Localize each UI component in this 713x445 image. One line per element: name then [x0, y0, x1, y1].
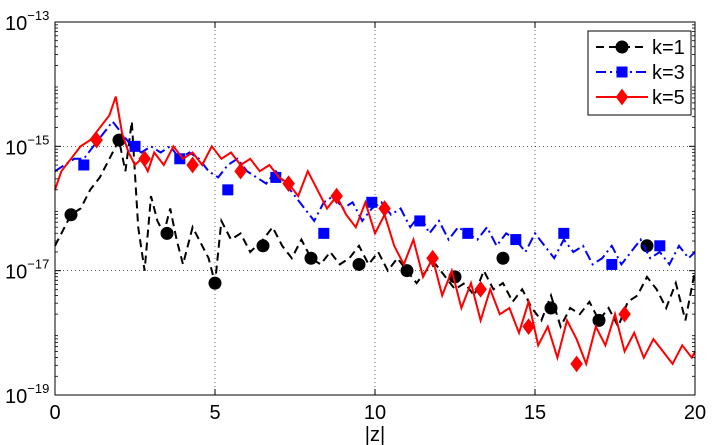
x-tick-label: 5: [209, 402, 220, 424]
series-point: [558, 227, 570, 239]
series-point: [282, 175, 295, 192]
series-point: [544, 301, 558, 315]
series-point: [522, 318, 535, 335]
series-point: [234, 162, 247, 180]
legend-label: k=3: [652, 62, 685, 84]
x-tick-label: 10: [364, 402, 386, 424]
y-tick-label: 10−13: [5, 8, 49, 35]
series-k5: [54, 96, 696, 373]
y-tick-label: 10−17: [5, 257, 49, 284]
series-k1: [54, 121, 696, 330]
series-point: [606, 258, 618, 270]
series-layer: [54, 96, 696, 373]
series-k3: [54, 119, 696, 270]
series-point: [160, 226, 174, 240]
x-tick-label: 15: [524, 402, 546, 424]
series-point: [474, 280, 487, 298]
series-point: [414, 215, 426, 227]
series-point: [318, 227, 330, 239]
y-tick-label: 10−19: [5, 381, 49, 408]
series-point: [90, 131, 103, 149]
y-tick-label: 10−15: [5, 132, 49, 159]
series-point: [78, 159, 90, 171]
series-point: [222, 184, 234, 196]
grid-lines: [55, 22, 695, 395]
series-point: [592, 313, 606, 327]
series-point: [378, 200, 391, 217]
tick-labels: 0 5 10 15 20 10−13 10−15 10−17 10−19: [5, 8, 706, 424]
x-tick-label: 0: [49, 402, 60, 424]
x-axis-label: |z|: [365, 424, 385, 445]
series-point: [129, 140, 141, 152]
series-point: [64, 208, 78, 222]
series-point: [462, 227, 474, 239]
series-point: [304, 251, 318, 265]
series-point: [330, 187, 343, 205]
series-point: [366, 196, 378, 208]
series-point: [426, 249, 439, 267]
series-point: [654, 240, 666, 252]
series-line: [54, 96, 696, 368]
series-line: [54, 121, 696, 330]
series-point: [570, 355, 583, 373]
series-point: [256, 239, 270, 253]
series-point: [352, 257, 366, 271]
axis-ticks: [54, 21, 696, 396]
series-point: [186, 156, 199, 174]
legend-label: k=1: [652, 37, 685, 59]
series-point: [138, 150, 151, 168]
series-point: [510, 234, 522, 246]
series-point: [496, 251, 510, 265]
legend: k=1 k=3 k=5: [587, 30, 692, 116]
series-point: [618, 305, 631, 323]
legend-label: k=5: [652, 87, 685, 109]
legend-marker: [615, 40, 629, 54]
legend-marker: [615, 88, 629, 106]
x-tick-label: 20: [684, 402, 706, 424]
series-point: [208, 276, 222, 290]
legend-marker: [616, 66, 628, 78]
series-point: [400, 264, 414, 278]
